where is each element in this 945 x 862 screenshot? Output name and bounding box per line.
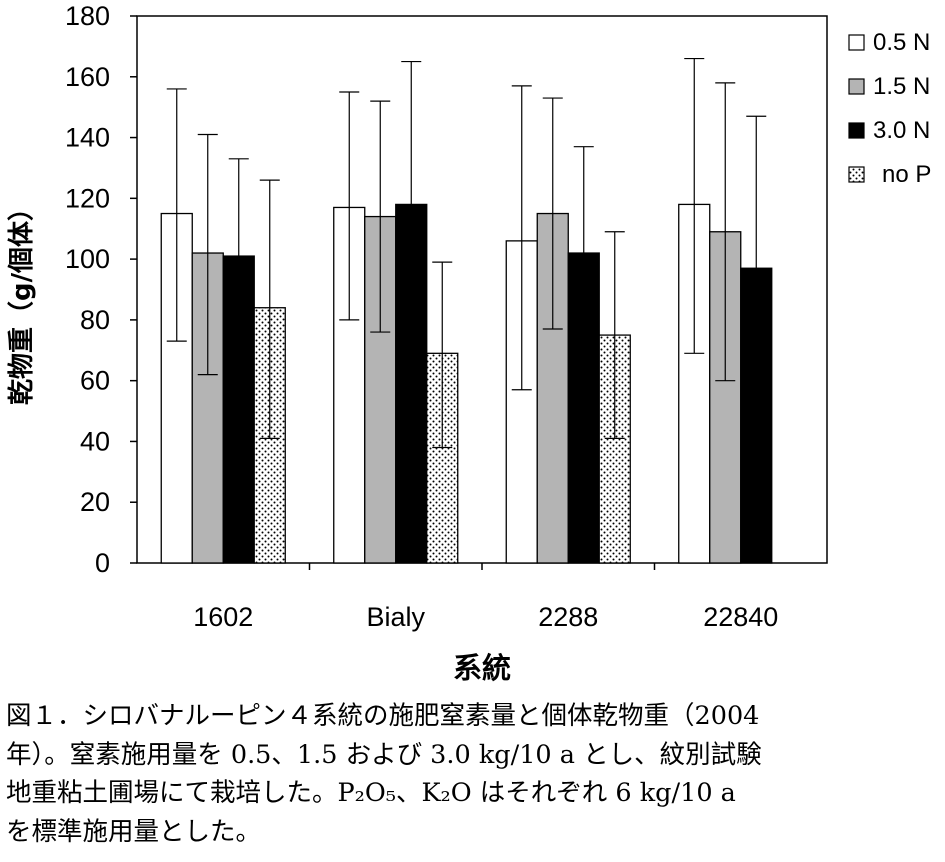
y-tick-label: 60 — [80, 366, 110, 396]
bar — [333, 206, 366, 564]
x-tick-label: 1602 — [193, 602, 253, 632]
y-tick-label: 100 — [65, 244, 110, 274]
x-axis-title: 系統 — [453, 651, 511, 685]
bar — [222, 255, 255, 564]
x-tick-label: Bialy — [366, 602, 425, 632]
y-tick-label: 20 — [80, 487, 110, 517]
legend-swatch — [848, 122, 865, 139]
bar — [567, 252, 600, 564]
caption-line: を標準施用量とした。 — [6, 816, 262, 847]
legend-label: 3.0 N — [873, 117, 930, 144]
caption-line: 図１．シロバナルーピン４系統の施肥窒素量と個体乾物重（2004 — [6, 701, 760, 731]
legend-label: no P — [882, 161, 931, 188]
bar — [740, 267, 773, 564]
legend-label: 1.5 N — [873, 73, 930, 100]
bar — [536, 212, 569, 564]
y-tick-label: 80 — [80, 305, 110, 335]
error-bars-group — [166, 57, 767, 449]
legend: 0.5 N 1.5 N 3.0 N no P — [848, 29, 931, 188]
bar — [395, 203, 428, 564]
caption-line: 地重粘土圃場にて栽培した。P₂O₅、K₂O はそれぞれ 6 kg/10 a — [6, 778, 736, 808]
x-tick-label: 22840 — [703, 602, 778, 632]
y-tick-label: 140 — [65, 123, 110, 153]
y-tick-label: 160 — [65, 62, 110, 92]
bar-chart: 0 20 40 60 80 100 120 140 160 180 1602 Bialy 2288 22… — [7, 1, 931, 685]
y-axis: 0 20 40 60 80 100 120 140 160 180 — [65, 1, 137, 578]
legend-swatch — [848, 78, 865, 95]
legend-label: 0.5 N — [873, 29, 930, 56]
legend-swatch — [848, 34, 865, 51]
x-axis: 1602 Bialy 2288 22840 — [193, 563, 778, 632]
y-tick-label: 0 — [95, 548, 110, 578]
bars-group — [160, 203, 773, 564]
legend-swatch — [848, 166, 865, 183]
y-axis-title: 乾物重（g/個体） — [7, 195, 37, 405]
y-tick-label: 180 — [65, 1, 110, 31]
y-tick-label: 40 — [80, 426, 110, 456]
figure-caption: 図１．シロバナルーピン４系統の施肥窒素量と個体乾物重（2004 年）。窒素施用量… — [6, 697, 941, 851]
y-tick-label: 120 — [65, 183, 110, 213]
x-tick-label: 2288 — [538, 602, 598, 632]
caption-line: 年）。窒素施用量を 0.5、1.5 および 3.0 kg/10 a とし、紋別試… — [6, 739, 762, 770]
